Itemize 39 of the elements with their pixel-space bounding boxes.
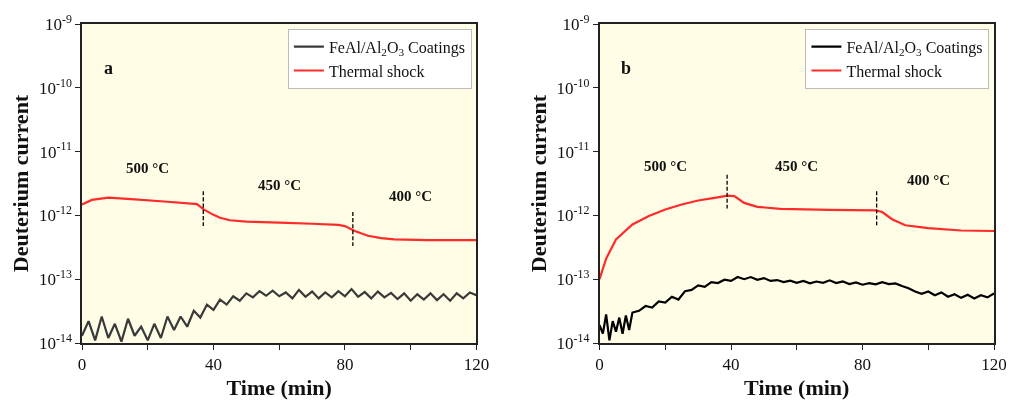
text: a [104,58,113,78]
line-series [599,275,994,342]
x-axis-title: Time (min) [226,374,332,400]
y-tick-label: 10$^{-12}$ [556,203,590,226]
x-tick-label: 0 [77,355,87,375]
x-tick-label: 80 [336,355,354,375]
legend-label: FeAl/Al$_{2}$O$_{3}$ Coatings [846,38,983,59]
legend-label: Thermal shock [846,62,942,80]
annotation: 450 °C [258,177,302,193]
y-axis-title: Deuterium current [525,94,551,273]
annotation: 450 °C [775,158,819,174]
y-tick-label: 10$^{-13}$ [556,267,590,290]
text: b [621,58,632,78]
y-tick-label: 10$^{-9}$ [562,11,590,34]
x-tick-label: 0 [595,355,604,375]
y-tick-label: 10$^{-14}$ [556,330,590,353]
x-axis-title: Time (min) [744,374,850,400]
line-series [599,194,994,281]
legend-label: Thermal shock [328,62,425,80]
x-tick-label: 120 [981,355,1007,375]
y-axis-title: Deuterium current [8,94,34,273]
y-tick-label: 10$^{-10}$ [38,75,72,98]
annotation: 500 °C [126,160,170,176]
x-tick-label: 40 [204,355,222,375]
y-tick-label: 10$^{-9}$ [44,11,72,34]
y-tick-label: 10$^{-11}$ [556,139,590,162]
y-tick-label: 10$^{-13}$ [38,267,72,290]
x-tick-label: 80 [854,355,872,375]
annotation: 400 °C [389,188,433,204]
annotation: 500 °C [644,158,688,174]
annotation: 400 °C [907,172,951,188]
x-tick-label: 120 [463,355,490,375]
line-series [82,287,477,343]
x-tick-label: 40 [722,355,740,375]
y-tick-label: 10$^{-10}$ [556,75,590,98]
legend-label: FeAl/Al$_{2}$O$_{3}$ Coatings [328,38,465,59]
y-tick-label: 10$^{-14}$ [38,330,72,353]
y-tick-label: 10$^{-11}$ [39,139,72,162]
y-tick-label: 10$^{-12}$ [38,203,72,226]
